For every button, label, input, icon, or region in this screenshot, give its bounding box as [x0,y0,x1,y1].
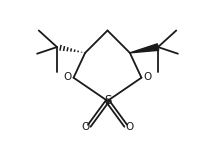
Text: O: O [63,72,71,82]
Text: O: O [81,122,89,132]
Text: O: O [144,72,152,82]
Text: S: S [104,94,111,107]
Polygon shape [130,44,159,53]
Text: O: O [126,122,134,132]
